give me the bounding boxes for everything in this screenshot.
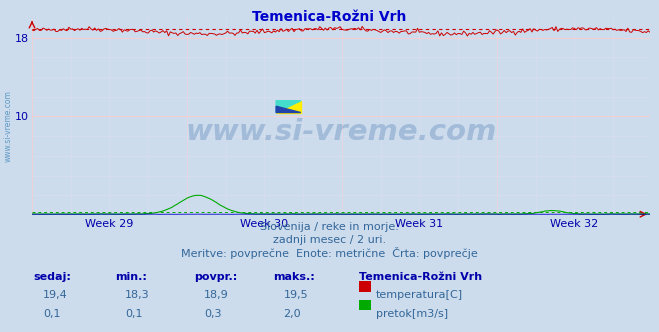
Text: 18,3: 18,3 <box>125 290 150 300</box>
Text: povpr.:: povpr.: <box>194 272 238 282</box>
Text: 0,1: 0,1 <box>43 308 61 318</box>
Text: sedaj:: sedaj: <box>33 272 71 282</box>
Text: www.si-vreme.com: www.si-vreme.com <box>185 118 497 146</box>
Text: temperatura[C]: temperatura[C] <box>376 290 463 300</box>
Text: 2,0: 2,0 <box>283 308 301 318</box>
Polygon shape <box>276 101 301 113</box>
Text: 18,9: 18,9 <box>204 290 229 300</box>
Text: 0,3: 0,3 <box>204 308 222 318</box>
Text: 0,1: 0,1 <box>125 308 143 318</box>
Text: Temenica-Rožni Vrh: Temenica-Rožni Vrh <box>252 10 407 24</box>
Text: Slovenija / reke in morje.: Slovenija / reke in morje. <box>260 222 399 232</box>
Polygon shape <box>276 106 301 113</box>
Text: pretok[m3/s]: pretok[m3/s] <box>376 308 447 318</box>
Text: Temenica-Rožni Vrh: Temenica-Rožni Vrh <box>359 272 482 282</box>
Text: maks.:: maks.: <box>273 272 315 282</box>
Text: 19,5: 19,5 <box>283 290 308 300</box>
Text: min.:: min.: <box>115 272 147 282</box>
Text: www.si-vreme.com: www.si-vreme.com <box>3 90 13 162</box>
Text: zadnji mesec / 2 uri.: zadnji mesec / 2 uri. <box>273 235 386 245</box>
Text: Meritve: povprečne  Enote: metrične  Črta: povprečje: Meritve: povprečne Enote: metrične Črta:… <box>181 247 478 259</box>
Polygon shape <box>276 101 301 113</box>
Text: 19,4: 19,4 <box>43 290 68 300</box>
